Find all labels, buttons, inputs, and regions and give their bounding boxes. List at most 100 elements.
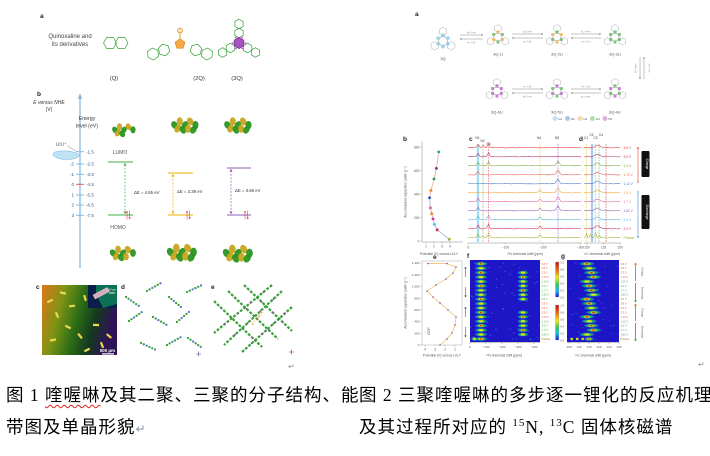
crystal-rod <box>105 333 113 339</box>
heat-speckle <box>517 327 519 329</box>
colorbar-tick-label: 1.0 <box>560 261 564 265</box>
capacity-point <box>432 222 437 227</box>
nmr-trace <box>467 151 582 158</box>
heat-speckle <box>536 336 538 338</box>
molecular-orbital-blob <box>170 251 178 261</box>
figure-1-image[interactable]: (Q) (2Q) (3Q) -1.5 -2.5 -3.5 -4.5 -5.5 -6.5 -7.5 -… <box>30 5 322 371</box>
arrow-head <box>511 92 514 95</box>
heat-speckle <box>538 324 540 326</box>
n-site-dot <box>446 42 450 46</box>
packing-atom <box>179 336 182 339</box>
gcp-point <box>446 338 448 340</box>
hexagon-ring <box>618 37 626 46</box>
row-voltage-label: 2.3 V <box>621 310 627 314</box>
heat-mid <box>520 311 526 314</box>
molecule-label: (Q) <box>110 76 118 82</box>
x-tick-label: 2 <box>433 245 435 249</box>
n-atom <box>234 297 237 300</box>
arrow-head <box>459 37 462 40</box>
n-atom <box>271 311 274 313</box>
n-site-dot <box>446 36 450 40</box>
gcp-point <box>432 296 434 298</box>
n-site-dot <box>496 40 500 44</box>
stacking-rod <box>213 284 273 334</box>
packing-atom <box>157 318 160 322</box>
arrow-head <box>570 37 573 40</box>
crystal-rod <box>68 304 76 308</box>
hexagon-ring <box>487 37 495 46</box>
figure-1-caption[interactable]: 图 1 喹喔啉及其二聚、三聚的分子结构、能 带图及单晶形貌↵ <box>6 380 360 444</box>
fig1-panel-c-label: c <box>36 284 40 291</box>
n-atom <box>249 301 252 304</box>
energy-axis-title1: Energy <box>79 116 96 122</box>
n-site-dot <box>559 91 564 96</box>
colorbar <box>555 304 560 341</box>
fig1-panel-d-label: d <box>121 284 125 291</box>
hexagon-ring <box>430 41 439 51</box>
capacity-point <box>447 237 451 241</box>
legend-dot <box>602 116 608 121</box>
row-voltage-label: 2.5 V <box>542 266 548 270</box>
packing-atom <box>186 336 190 340</box>
crystal-rod <box>59 291 67 295</box>
heat-mid <box>478 320 484 323</box>
n-site-dot <box>555 30 559 34</box>
molecule-core <box>493 33 503 41</box>
heat-mid <box>520 293 526 296</box>
gcp-point <box>439 344 441 346</box>
fig2-panel-g-label: g <box>561 253 565 260</box>
row-voltage-label: Pristine <box>542 337 551 341</box>
li-reference-label: Li/Li⁺ <box>56 142 67 147</box>
molecular-orbital-blob <box>238 124 245 133</box>
caption-text: 及其二聚、三聚的分子结构、能 <box>100 385 360 405</box>
n-site-dot <box>491 32 496 37</box>
packing-atom <box>199 345 202 349</box>
arrow-label: +Li⁺/+e⁻ <box>522 95 533 99</box>
heat-speckle <box>604 266 606 267</box>
heat-speckle <box>511 292 513 294</box>
arrow-head <box>541 32 544 35</box>
legend-label: N2 <box>571 117 575 121</box>
paragraph-mark: ↵ <box>288 362 295 371</box>
packing-atom <box>178 318 181 322</box>
packing-atom <box>197 285 200 288</box>
heat-speckle <box>489 295 492 297</box>
hexagon-ring <box>147 47 159 61</box>
capacity-point <box>431 217 435 221</box>
packing-atom <box>130 318 133 321</box>
arrow-head <box>635 303 637 307</box>
figure-2-caption[interactable]: 图 2 三聚喹喔啉的多步逐一锂化的反应机理 及其过程所对应的 15N, 13C … <box>359 380 710 444</box>
heat-core <box>587 285 591 287</box>
x-tick-label: 3 <box>441 245 443 249</box>
packing-atom <box>167 295 171 299</box>
nmr-trace <box>467 187 582 194</box>
nmr-trace <box>583 207 621 212</box>
figure-2-image[interactable]: 3Q 3Q-Li 3Q-2Li 3Q-3Li 3Q-6Li 3Q-5Li 3Q-4Li +Li… <box>390 5 708 371</box>
heat-speckle <box>575 313 577 314</box>
x-tick-label: 150 <box>566 345 571 349</box>
row-voltage-label: 1.12 V <box>621 319 629 323</box>
heat-speckle <box>504 270 506 272</box>
heat-core <box>592 329 596 331</box>
molecule-core <box>437 36 449 46</box>
gcp-point <box>451 332 453 334</box>
gap-arrow-head <box>229 168 233 172</box>
fig1-panel-b-label: b <box>37 91 41 98</box>
n-site-dot <box>613 40 617 44</box>
packing-atom <box>159 282 162 285</box>
n-atom <box>260 301 263 303</box>
crystal-rod <box>83 294 87 302</box>
packing-atom <box>138 312 141 316</box>
row-voltage-label: 1.72 V <box>621 315 629 319</box>
n-site-dot <box>436 42 440 46</box>
stacking-rod <box>223 290 283 346</box>
heat-speckle <box>535 271 537 273</box>
y-tick-label: 200 <box>414 216 420 220</box>
row-voltage-label: 1.5 V <box>542 284 548 288</box>
voltage-label: Pristine <box>624 236 635 240</box>
heat-speckle <box>488 267 490 268</box>
arrow-head <box>541 33 544 36</box>
capacity-point <box>437 150 441 154</box>
heat-speckle <box>594 339 596 340</box>
oxygen-atom <box>177 27 183 34</box>
